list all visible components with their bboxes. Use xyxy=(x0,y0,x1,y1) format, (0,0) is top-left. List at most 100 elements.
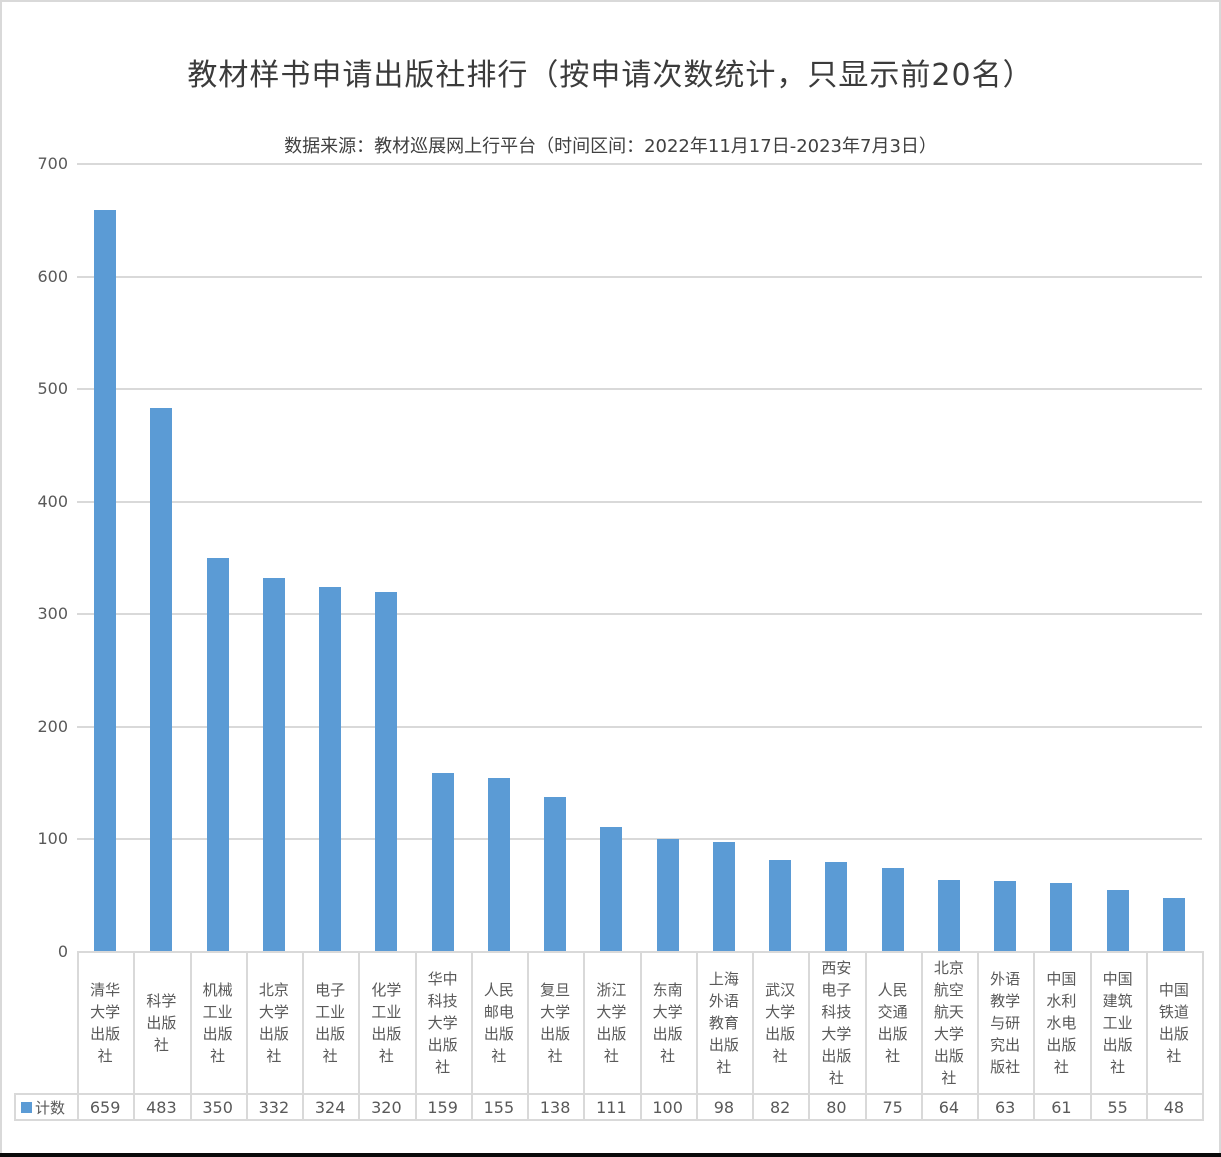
category-label: 人民邮电出版社 xyxy=(483,981,514,1065)
category-label-cell: 人民邮电出版社 xyxy=(471,953,527,1093)
category-label: 北京大学出版社 xyxy=(258,981,289,1065)
frame-border-top xyxy=(0,0,1221,2)
value-cell: 64 xyxy=(938,1097,960,1117)
bar xyxy=(1050,883,1073,952)
table-border-vertical xyxy=(639,951,642,1121)
category-label: 科学出版社 xyxy=(146,992,177,1054)
gridline xyxy=(77,163,1202,165)
category-label: 中国水利水电出版社 xyxy=(1046,970,1077,1076)
bar xyxy=(487,777,510,952)
value-cell: 75 xyxy=(882,1097,903,1117)
category-label-cell: 复旦大学出版社 xyxy=(527,953,583,1093)
bar xyxy=(994,881,1017,952)
category-label: 中国建筑工业出版社 xyxy=(1102,970,1133,1076)
value-cell: 82 xyxy=(769,1097,791,1117)
legend-cell: 计数 xyxy=(16,1095,77,1119)
category-label: 外语教学与研究出版社 xyxy=(990,970,1021,1076)
category-label: 北京航空航天大学出版社 xyxy=(933,959,964,1087)
bar xyxy=(375,591,398,952)
bar xyxy=(600,827,623,952)
value-cell: 100 xyxy=(652,1097,683,1117)
y-axis-label: 100 xyxy=(37,829,68,849)
bar xyxy=(319,587,342,952)
value-cell: 63 xyxy=(994,1097,1016,1117)
value-cell: 111 xyxy=(596,1097,627,1117)
table-border-mid xyxy=(14,1093,1204,1095)
category-label: 电子工业出版社 xyxy=(315,981,346,1065)
frame-border-left xyxy=(0,0,2,1157)
category-label-cell: 武汉大学出版社 xyxy=(752,953,808,1093)
value-cell: 48 xyxy=(1163,1097,1185,1117)
value-cell: 80 xyxy=(826,1097,847,1117)
bar xyxy=(1162,897,1185,952)
category-label-cell: 清华大学出版社 xyxy=(77,953,133,1093)
category-label-cell: 上海外语教育出版社 xyxy=(696,953,752,1093)
bar xyxy=(769,859,792,952)
gridline xyxy=(77,613,1202,616)
category-label: 化学工业出版社 xyxy=(371,981,402,1065)
table-border-vertical xyxy=(808,951,811,1121)
category-label-cell: 中国建筑工业出版社 xyxy=(1090,953,1146,1093)
category-label-cell: 中国铁道出版社 xyxy=(1146,953,1202,1093)
bar xyxy=(937,879,960,952)
bar xyxy=(262,578,285,952)
category-label-cell: 科学出版社 xyxy=(133,953,189,1093)
bar xyxy=(94,210,117,952)
table-border-vertical xyxy=(1202,951,1204,1121)
table-border-vertical xyxy=(470,951,473,1121)
bar xyxy=(656,839,679,952)
chart-subtitle: 数据来源：教材巡展网上行平台（时间区间：2022年11月17日-2023年7月3… xyxy=(284,136,937,157)
table-border-vertical xyxy=(527,951,529,1121)
y-axis-label: 0 xyxy=(57,942,68,961)
bar xyxy=(150,408,173,952)
value-cell: 324 xyxy=(314,1097,346,1117)
legend-label: 计数 xyxy=(35,1098,66,1117)
category-label-cell: 北京大学出版社 xyxy=(246,953,302,1093)
category-label-cell: 北京航空航天大学出版社 xyxy=(921,953,977,1093)
y-axis-label: 700 xyxy=(37,154,68,173)
y-axis-label: 500 xyxy=(37,379,68,399)
value-cell: 155 xyxy=(483,1097,515,1117)
category-label: 浙江大学出版社 xyxy=(596,981,627,1065)
table-border-vertical xyxy=(752,951,754,1121)
frame-border-right xyxy=(1219,0,1221,1157)
value-cell: 55 xyxy=(1107,1097,1128,1117)
category-label: 华中科技大学出版社 xyxy=(427,970,458,1076)
value-cell: 483 xyxy=(146,1097,177,1117)
table-border-vertical xyxy=(1145,951,1148,1121)
category-label: 复旦大学出版社 xyxy=(540,981,571,1065)
gridline xyxy=(77,388,1202,391)
table-border-vertical xyxy=(189,951,192,1121)
legend-key-icon xyxy=(21,1101,32,1113)
frame-border-bottom xyxy=(0,1153,1221,1157)
y-axis-label: 600 xyxy=(37,266,68,286)
category-label-cell: 外语教学与研究出版社 xyxy=(977,953,1033,1093)
category-label-cell: 浙江大学出版社 xyxy=(583,953,639,1093)
table-border-vertical xyxy=(920,951,923,1121)
category-label-cell: 中国水利水电出版社 xyxy=(1033,953,1089,1093)
category-label: 中国铁道出版社 xyxy=(1158,981,1189,1065)
gridline xyxy=(77,838,1202,841)
table-border-vertical xyxy=(695,951,698,1121)
category-label-cell: 机械工业出版社 xyxy=(190,953,246,1093)
gridline xyxy=(77,275,1202,278)
value-cell: 138 xyxy=(539,1097,571,1117)
category-label: 人民交通出版社 xyxy=(877,981,908,1065)
bar xyxy=(881,867,904,952)
value-cell: 159 xyxy=(427,1097,458,1117)
table-border-vertical xyxy=(1033,951,1036,1121)
bar xyxy=(712,841,735,952)
table-border-vertical xyxy=(583,951,586,1121)
table-border-legend-left xyxy=(14,1093,16,1121)
gridline xyxy=(77,500,1202,503)
y-axis-label: 400 xyxy=(37,491,68,511)
category-label: 西安电子科技大学出版社 xyxy=(821,959,852,1087)
table-border-vertical xyxy=(302,951,304,1121)
chart-title: 教材样书申请出版社排行（按申请次数统计，只显示前20名） xyxy=(187,58,1034,93)
bar xyxy=(544,796,567,952)
bar xyxy=(206,558,229,952)
value-cell: 98 xyxy=(713,1097,735,1117)
category-label-cell: 电子工业出版社 xyxy=(302,953,358,1093)
gridline xyxy=(77,725,1202,728)
